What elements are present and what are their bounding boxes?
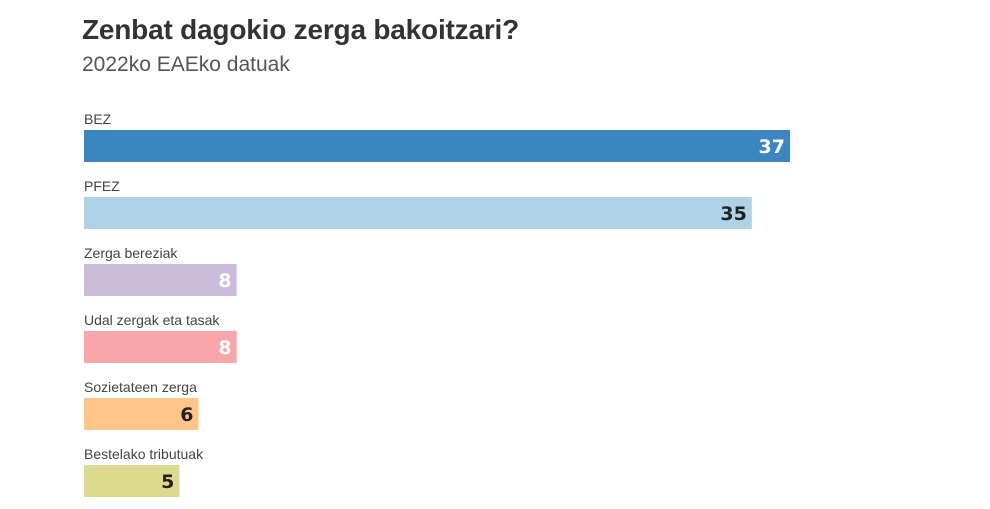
- bar: [84, 398, 199, 430]
- category-label: PFEZ: [84, 178, 120, 194]
- bar: [84, 331, 237, 363]
- category-label: Zerga bereziak: [84, 245, 178, 261]
- value-label: 8: [218, 337, 231, 359]
- category-label: BEZ: [84, 111, 112, 127]
- value-label: 37: [759, 136, 785, 158]
- chart-subtitle: 2022ko EAEko datuak: [82, 53, 290, 76]
- category-label: Sozietateen zerga: [84, 379, 197, 395]
- chart-title: Zenbat dagokio zerga bakoitzari?: [82, 14, 520, 45]
- bar: [84, 264, 237, 296]
- value-label: 5: [161, 471, 174, 493]
- category-label: Bestelako tributuak: [84, 446, 204, 462]
- value-label: 8: [218, 270, 231, 292]
- value-label: 6: [180, 404, 193, 426]
- category-label: Udal zergak eta tasak: [84, 312, 220, 328]
- bar: [84, 130, 790, 162]
- bar: [84, 197, 752, 229]
- value-label: 35: [720, 203, 746, 225]
- bar: [84, 465, 180, 497]
